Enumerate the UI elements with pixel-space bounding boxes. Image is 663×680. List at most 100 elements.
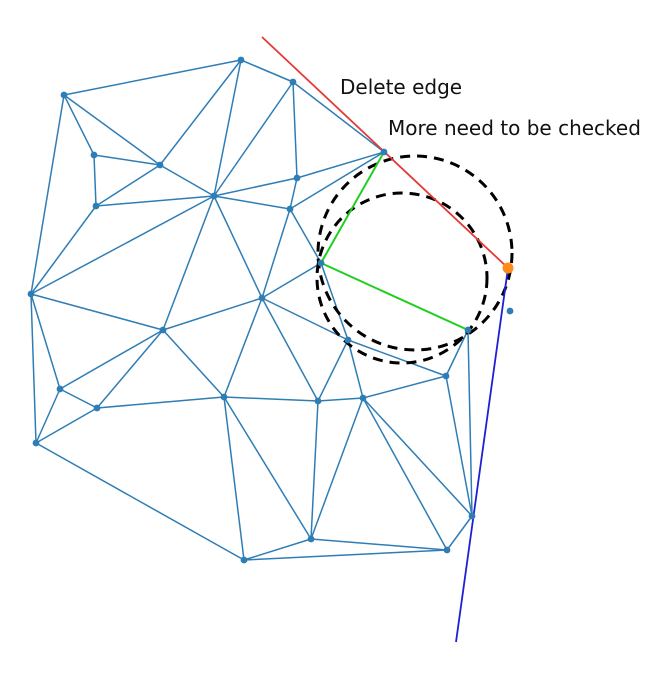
mesh-edge [213,195,291,210]
mesh-point [156,161,164,169]
mesh-point [286,205,294,213]
mesh-edge [310,400,319,540]
triangulation-edges [30,59,473,561]
mesh-edge [30,293,164,331]
mesh-edge [261,262,322,299]
mesh-point [344,336,352,344]
mesh-edge [30,293,37,444]
mesh-point [380,148,388,156]
mesh-edge [320,262,349,341]
mesh-point [220,393,228,401]
mesh-edge [223,396,319,402]
mesh-edge [223,396,312,540]
mesh-edge [289,208,322,264]
mesh-edge [317,397,364,402]
mesh-edge [93,154,97,207]
mesh-point [240,556,248,564]
annotation-labels: Delete edge More need to be checked [340,75,641,140]
mesh-edge [162,297,263,331]
mesh-point [443,546,451,554]
mesh-point [93,404,101,412]
mesh-edge [445,375,473,517]
mesh-edge [445,329,469,377]
mesh-edge [317,339,349,402]
mesh-edge [362,375,447,399]
mesh-edge [35,407,98,444]
mesh-edge [162,195,215,331]
mesh-edge [310,397,364,540]
mesh-edge [96,329,164,409]
mesh-point [210,192,218,200]
mesh-edge [63,94,95,156]
mesh-edge [162,329,225,398]
mesh-point [317,259,325,267]
mesh-point [60,91,68,99]
mesh-point [464,326,472,334]
mesh-point [56,385,64,393]
mesh-edge [289,177,298,210]
circumcircle-small [315,191,489,365]
mesh-edge [296,151,385,179]
mesh-edge [243,549,448,561]
mesh-edge [446,515,473,551]
blue-boundary-line [455,267,509,643]
mesh-edge [347,339,447,377]
mesh-edge [30,205,97,295]
mesh-points [27,56,514,564]
mesh-point [92,202,100,210]
mesh-point [27,290,35,298]
mesh-edge [95,164,161,207]
mesh-point [442,372,450,380]
new-edge-lower [320,262,469,331]
mesh-edge [95,195,215,207]
mesh-point [32,439,40,447]
mesh-point [359,394,367,402]
mesh-edge [213,59,242,197]
mesh-edge [159,59,242,166]
mesh-edge [30,94,65,295]
mesh-edge [35,442,245,561]
mesh-point [293,174,301,182]
mesh-edge [59,329,164,390]
mesh-edge [93,154,161,166]
mesh-point [258,294,266,302]
mesh-point [237,56,245,64]
circumcircles [315,154,514,365]
more-checks-label: More need to be checked [388,116,641,140]
mesh-edge [261,297,349,341]
mesh-edge [362,397,448,551]
mesh-edge [292,81,385,153]
mesh-edge [30,195,215,295]
mesh-edge [213,81,294,197]
mesh-edge [63,94,161,166]
mesh-point [468,512,476,520]
mesh-point [90,151,98,159]
mesh-edge [213,195,263,299]
mesh-edge [243,538,312,561]
mesh-edge [30,293,61,390]
mesh-edge [35,388,61,444]
delete-edge-label: Delete edge [340,75,462,99]
mesh-edge [261,208,291,299]
mesh-edge [96,396,225,409]
mesh-edge [362,397,473,517]
new-edge-upper [320,151,385,264]
mesh-point [159,326,167,334]
mesh-point [289,78,297,86]
mesh-edge [310,538,448,551]
mesh-edge [467,329,473,517]
inserted-point [502,262,514,274]
mesh-edge [240,59,294,83]
mesh-edge [223,297,263,398]
mesh-edge [59,388,98,409]
mesh-point [314,397,322,405]
mesh-edge [261,297,319,402]
mesh-edge [223,396,245,561]
isolated-point [506,307,514,315]
circumcircle-large [316,154,514,352]
mesh-edge [159,164,215,197]
mesh-edge [213,177,298,197]
mesh-edge [292,81,298,179]
mesh-edge [63,59,242,96]
